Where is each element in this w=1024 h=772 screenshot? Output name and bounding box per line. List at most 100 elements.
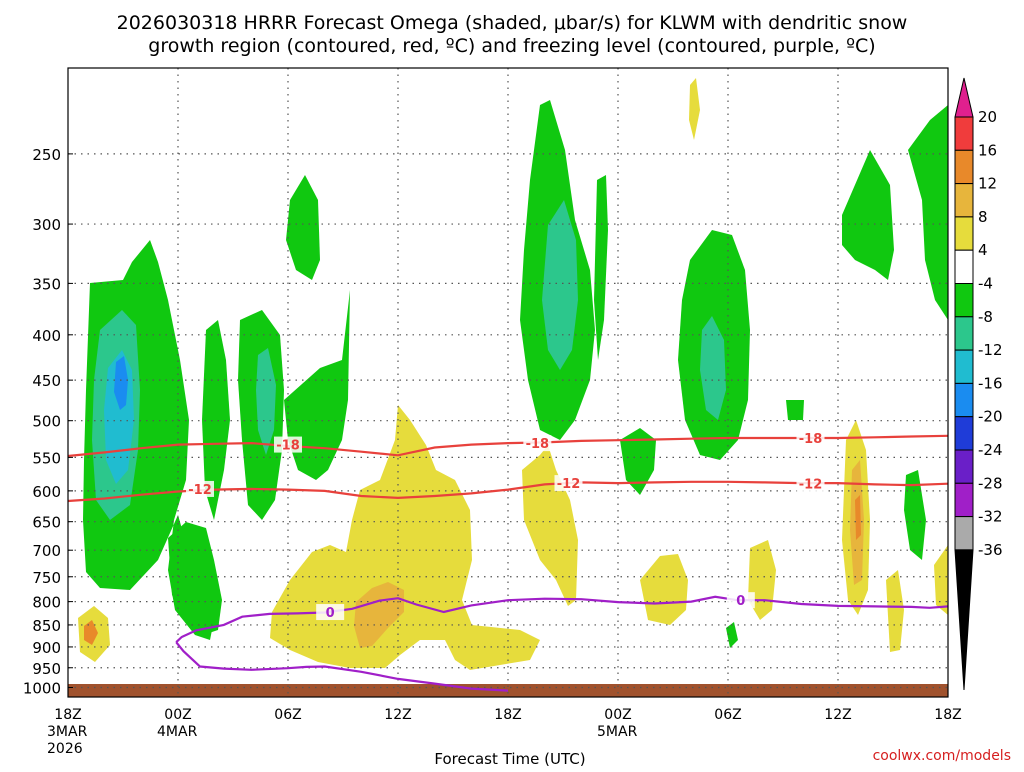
contour-freezing_level_lower [175,641,509,692]
omega-region-green-mid4 [284,290,350,480]
y-tick-label-800: 800 [32,594,61,612]
omega-region-green-right2 [842,150,894,280]
omega-region-green-center-thin [594,175,608,360]
chart-title-line-2: growth region (contoured, red, ºC) and f… [148,35,875,57]
y-tick-label-850: 850 [32,617,61,635]
y-tick-label-450: 450 [32,372,61,390]
y-tick-label-750: 750 [32,569,61,587]
colorbar-label-0: 20 [978,108,997,126]
contour-label-bg-minus12-2 [796,475,825,492]
omega-region-orange-left-spot [84,620,98,645]
omega-shading [78,78,948,670]
omega-region-green-mid1 [202,320,230,520]
contour-label-bg-minus18-1 [523,435,552,452]
contour-label-minus12-0: -12 [188,483,212,498]
colorbar-bin-5 [954,283,974,318]
omega-region-teal-mid2 [256,348,276,455]
contour-label-bg-minus12-1 [554,475,583,492]
contour-label-bg-freezing_level-0 [316,604,345,621]
colorbar-bin-9 [954,416,974,451]
colorbar-bin-1 [954,149,974,185]
x-tick-label-5-1: 5MAR [597,724,638,740]
omega-region-green-left-lower [168,522,222,636]
contour-label-minus18-0: -18 [276,439,300,454]
colorbar-top-arrow [954,77,974,118]
y-tick-label-1000: 1000 [23,679,61,697]
colorbar-bin-4 [954,249,974,284]
contour-label-bg-minus12-0 [186,480,214,497]
x-tick-label-2-0: 06Z [274,707,301,723]
y-tick-label-600: 600 [32,483,61,501]
plot-frame [67,67,949,698]
x-tick-label-5-0: 00Z [604,707,631,723]
contour-label-freezing_level-1: 0 [736,594,745,609]
colorbar-label-11: -28 [978,474,1003,492]
colorbar-bin-7 [954,349,974,384]
omega-region-yellow-edge [934,545,948,615]
contour-label-minus12-2: -12 [799,478,823,493]
colorbar-label-7: -12 [978,341,1003,359]
omega-region-green-small4 [726,622,738,648]
x-tick-label-3-0: 12Z [384,707,411,723]
colorbar: 20 16 12 8 4 -4 -8 -12 -16 -20 -24 -28 -32 -36 [954,77,1003,691]
y-tick-label-900: 900 [32,639,61,657]
omega-region-green-mid3 [286,175,320,280]
x-axis-label: Forecast Time (UTC) [434,750,585,768]
contour-label-bg-minus18-2 [796,430,825,447]
omega-region-yellow-right5 [886,570,904,652]
contour-label-minus18-1: -18 [526,437,550,452]
colorbar-label-10: -24 [978,441,1003,459]
omega-region-teal-right1 [700,316,726,420]
omega-region-teal-center [542,200,578,370]
omega-region-green-right3 [908,105,948,320]
colorbar-label-13: -36 [978,541,1003,559]
x-tick-label-0-1: 3MAR [47,724,88,740]
colorbar-bin-2 [954,183,974,218]
colorbar-label-12: -32 [978,508,1003,526]
y-tick-label-350: 350 [32,275,61,293]
y-tick-label-250: 250 [32,146,61,164]
omega-region-green-small1 [620,428,656,495]
x-tick-label-1-0: 00Z [164,707,191,723]
y-axis-ticks: 250 300 350 400 450 500 550 600 650 700 750 800 850 9… [23,146,73,697]
x-tick-label-8-0: 18Z [934,707,961,723]
colorbar-bin-11 [954,482,974,518]
x-tick-label-6-0: 06Z [714,707,741,723]
x-tick-label-0-0: 18Z [54,707,81,723]
omega-region-yellow-center [270,405,540,670]
colorbar-label-4: 4 [978,241,988,259]
x-tick-label-1-1: 4MAR [157,724,198,740]
contour-label-minus12-1: -12 [557,477,581,492]
colorbar-label-9: -20 [978,408,1003,426]
contour-label-bg-freezing_level-1 [726,592,755,609]
credit-text: coolwx.com/models [873,748,1011,764]
colorbar-bin-3 [954,216,974,251]
colorbar-bin-12 [954,516,974,551]
colorbar-bin-0 [954,116,974,151]
colorbar-label-2: 12 [978,175,997,193]
colorbar-label-3: 8 [978,208,988,226]
x-tick-label-7-0: 12Z [824,707,851,723]
omega-region-yellow-right2 [640,554,688,625]
colorbar-bin-10 [954,449,974,484]
omega-region-orange-right-plume [855,495,861,540]
colorbar-bin-8 [954,382,974,418]
contour-freezing_level [175,595,949,643]
y-tick-label-300: 300 [32,216,61,234]
y-tick-label-400: 400 [32,327,61,345]
y-tick-label-500: 500 [32,413,61,431]
contour-label-freezing_level-0: 0 [326,606,335,621]
omega-region-blue-left [114,356,128,410]
contour-lines: -18 -18 -18 -12 -12 -12 0 0 [67,430,949,692]
omega-region-green-small2 [786,400,804,420]
omega-region-yellow-top [689,78,700,140]
colorbar-label-8: -16 [978,374,1003,392]
y-tick-label-650: 650 [32,514,61,532]
gridlines [68,68,948,697]
contour-label-bg-minus18-0 [274,436,302,453]
chart-title-line-1: 2026030318 HRRR Forecast Omega (shaded, … [117,12,908,34]
colorbar-label-1: 16 [978,141,997,159]
omega-region-green-small3 [904,470,926,560]
contour-label-minus18-2: -18 [799,432,823,447]
